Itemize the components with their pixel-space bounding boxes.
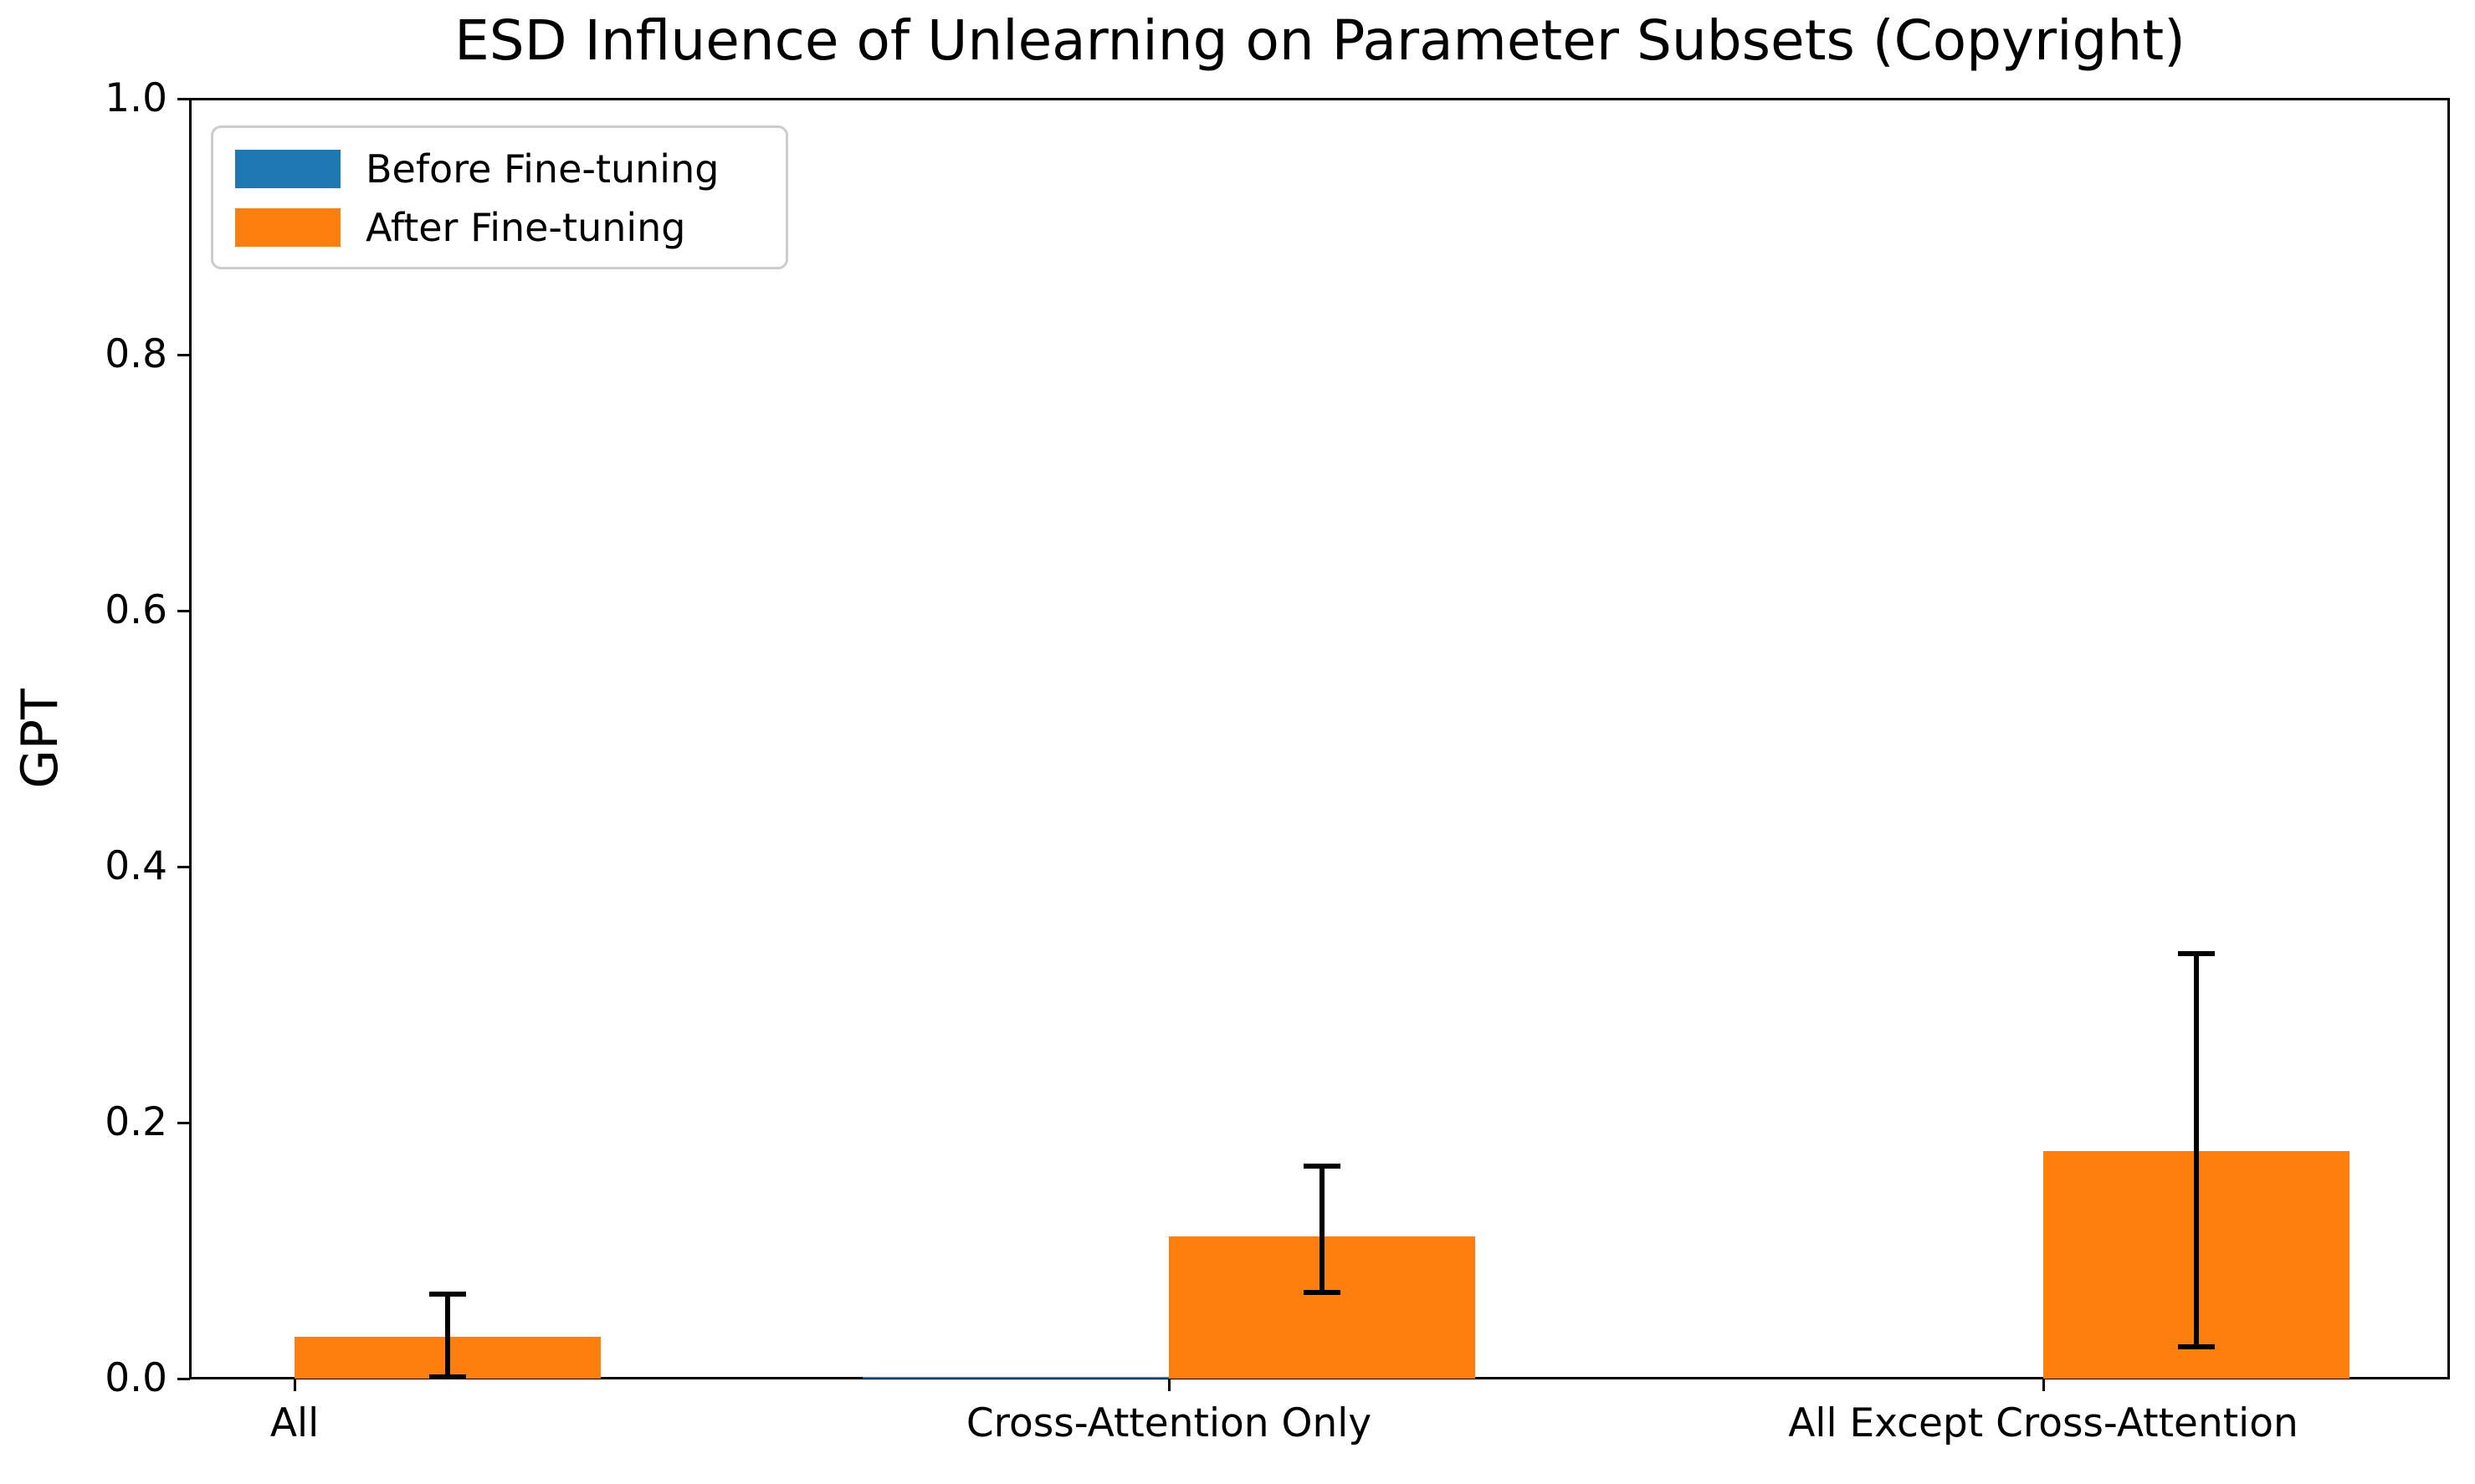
error-bar-cap-bottom xyxy=(2178,1343,2215,1349)
legend-label-before: Before Fine-tuning xyxy=(366,146,720,192)
y-axis-tick-label: 0.6 xyxy=(105,587,167,633)
legend-item-after: After Fine-tuning xyxy=(235,198,786,257)
error-bar-cap-bottom xyxy=(1304,1290,1340,1296)
legend-item-before: Before Fine-tuning xyxy=(235,140,786,198)
error-bar-cap-top xyxy=(429,1292,466,1297)
y-axis-tick xyxy=(177,1121,190,1124)
legend-swatch-after xyxy=(235,208,341,247)
y-axis-label: GPT xyxy=(11,688,69,789)
x-axis-tick xyxy=(2042,1379,2045,1391)
y-axis-tick xyxy=(177,609,190,612)
error-bar-cap-bottom xyxy=(429,1374,466,1379)
y-axis-tick xyxy=(177,97,190,100)
x-axis-tick xyxy=(1167,1379,1171,1391)
plot-area xyxy=(190,99,2450,1379)
y-axis-tick-label: 1.0 xyxy=(105,75,167,121)
error-bar-cap-top xyxy=(1304,1164,1340,1169)
x-axis-tick-label: All xyxy=(269,1400,320,1446)
error-bar-line xyxy=(445,1294,450,1378)
x-axis-tick-label: All Except Cross-Attention xyxy=(1788,1400,2298,1446)
legend-label-after: After Fine-tuning xyxy=(366,205,686,250)
error-bar-line xyxy=(1319,1166,1325,1293)
error-bar-cap-top xyxy=(2178,951,2215,957)
y-axis-tick xyxy=(177,353,190,356)
bar-before-fine-tuning xyxy=(863,1377,1169,1379)
legend-swatch-before xyxy=(235,150,341,188)
y-axis-tick-label: 0.0 xyxy=(105,1355,167,1401)
y-axis-tick-label: 0.8 xyxy=(105,331,167,377)
x-axis-tick-label: Cross-Attention Only xyxy=(966,1400,1372,1446)
y-axis-tick xyxy=(177,1377,190,1380)
y-axis-tick xyxy=(177,865,190,868)
error-bar-line xyxy=(2194,954,2199,1347)
x-axis-tick xyxy=(293,1379,296,1391)
y-axis-tick-label: 0.2 xyxy=(105,1099,167,1145)
y-axis-tick-label: 0.4 xyxy=(105,843,167,889)
legend: Before Fine-tuning After Fine-tuning xyxy=(211,125,788,269)
chart-title: ESD Influence of Unlearning on Parameter… xyxy=(454,8,2185,73)
